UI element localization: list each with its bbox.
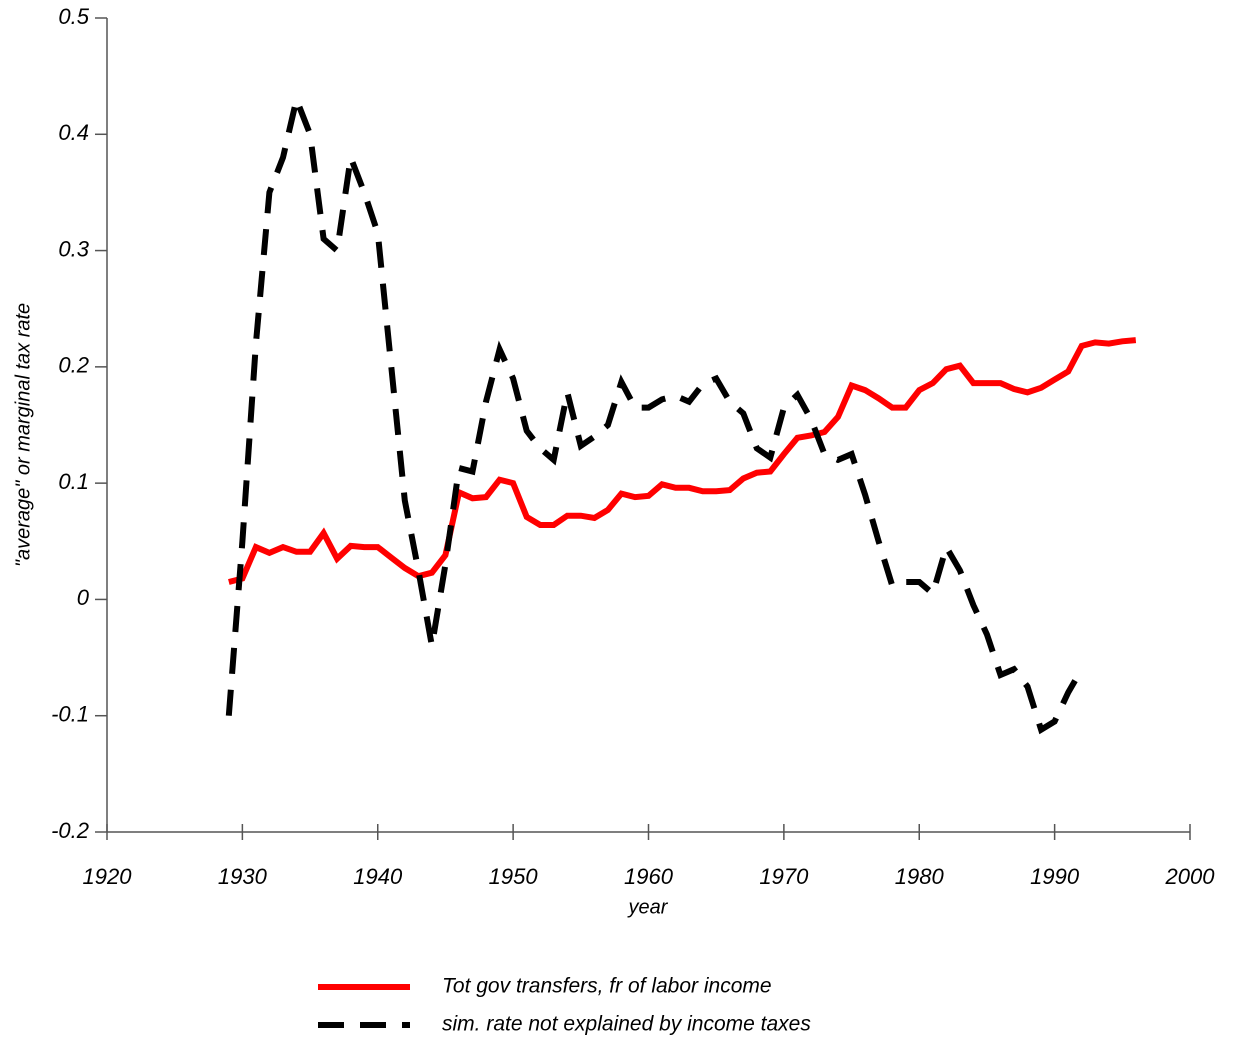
y-axis-label: "average" or marginal tax rate xyxy=(12,303,34,567)
series-line xyxy=(225,89,1085,735)
y-tick-label: 0.5 xyxy=(58,4,89,29)
y-tick-label: -0.1 xyxy=(51,702,89,727)
y-tick-label: 0.3 xyxy=(58,236,89,261)
x-tick-label: 1920 xyxy=(83,864,133,889)
x-tick-label: 1980 xyxy=(895,864,945,889)
x-tick-label: 1940 xyxy=(353,864,403,889)
x-axis-label: year xyxy=(627,896,669,918)
series-line xyxy=(228,337,1137,585)
x-tick-label: 1960 xyxy=(624,864,674,889)
x-tick-label: 1970 xyxy=(759,864,809,889)
legend-label: Tot gov transfers, fr of labor income xyxy=(442,975,772,998)
x-tick-label: 1930 xyxy=(218,864,268,889)
x-tick-label: 1990 xyxy=(1030,864,1080,889)
y-tick-label: 0 xyxy=(77,585,90,610)
y-tick-label: 0.4 xyxy=(58,120,89,145)
x-tick-label: 2000 xyxy=(1165,864,1216,889)
y-tick-label: 0.2 xyxy=(58,353,89,378)
y-tick-label: -0.2 xyxy=(51,818,89,843)
legend-label: sim. rate not explained by income taxes xyxy=(442,1013,811,1036)
y-tick-label: 0.1 xyxy=(58,469,89,494)
x-tick-label: 1950 xyxy=(489,864,539,889)
